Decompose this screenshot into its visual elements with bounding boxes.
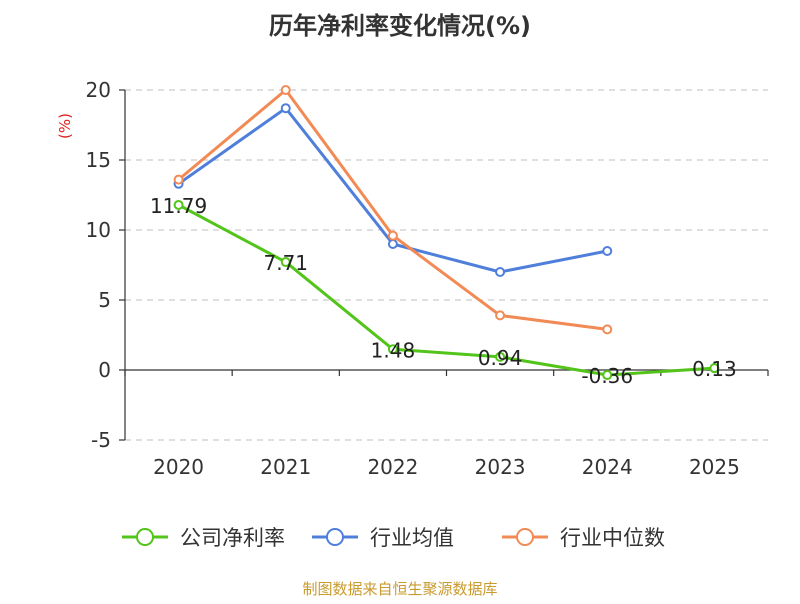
data-point xyxy=(495,267,506,277)
legend-marker xyxy=(326,528,344,546)
x-tick-label: 2025 xyxy=(689,455,740,479)
data-point xyxy=(602,324,613,335)
data-label: -0.36 xyxy=(581,364,633,388)
x-tick-label: 2024 xyxy=(582,455,633,479)
y-tick-label: 0 xyxy=(98,358,111,382)
x-tick-label: 2020 xyxy=(153,455,204,479)
legend-item: 行业中位数 xyxy=(502,526,665,550)
data-label: 0.13 xyxy=(692,357,737,381)
y-tick-label: 5 xyxy=(98,288,111,312)
data-point xyxy=(602,246,613,256)
data-label: 0.94 xyxy=(478,346,523,370)
y-tick-label: 15 xyxy=(86,148,111,172)
data-label: 1.48 xyxy=(371,338,416,362)
y-tick-label: 10 xyxy=(86,218,111,242)
data-point xyxy=(602,370,613,381)
legend-marker xyxy=(516,528,534,546)
data-point xyxy=(280,85,291,95)
grid-lines xyxy=(125,89,768,441)
chart-title: 历年净利率变化情况(%) xyxy=(269,12,531,40)
data-point xyxy=(387,230,398,241)
y-tick-label: 20 xyxy=(86,78,111,102)
data-point xyxy=(280,257,291,268)
x-tick-label: 2021 xyxy=(260,455,311,479)
data-point xyxy=(173,174,184,185)
legend-item: 行业均值 xyxy=(312,526,454,550)
data-point xyxy=(387,239,398,249)
data-point xyxy=(495,351,506,362)
x-tick-label: 2023 xyxy=(475,455,526,479)
data-label: 7.71 xyxy=(263,251,308,275)
legend-label: 行业均值 xyxy=(370,526,454,550)
legend-marker xyxy=(136,528,154,546)
data-point xyxy=(709,363,720,374)
legend-item: 公司净利率 xyxy=(122,526,285,550)
data-point xyxy=(495,310,506,321)
data-point xyxy=(173,199,184,210)
data-point xyxy=(387,344,398,355)
source-note: 制图数据来自恒生聚源数据库 xyxy=(302,580,497,598)
series-line xyxy=(177,88,608,331)
data-label: 11.79 xyxy=(150,194,207,218)
data-labels: 11.79 7.71 1.48 0.94 -0.36 0.13 xyxy=(150,194,737,388)
y-tick-label: -5 xyxy=(91,428,111,452)
data-point xyxy=(280,103,291,114)
y-axis-unit-label: (%) xyxy=(56,113,74,139)
legend: 公司净利率 行业均值 行业中位数 xyxy=(122,526,665,550)
x-tick-label: 2022 xyxy=(367,455,418,479)
legend-label: 行业中位数 xyxy=(560,526,665,550)
series-line xyxy=(177,203,715,377)
legend-label: 公司净利率 xyxy=(180,526,285,550)
series-lines xyxy=(173,85,720,381)
